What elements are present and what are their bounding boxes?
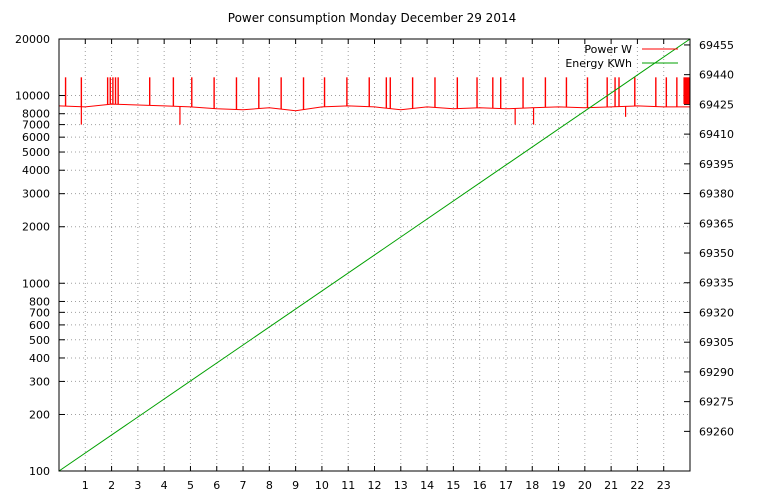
y2-tick-label: 69440 [699,69,734,82]
y-tick-label: 4000 [22,164,50,177]
x-tick-label: 10 [315,479,329,492]
y2-tick-label: 69335 [699,277,734,290]
x-tick-label: 14 [420,479,434,492]
y2-tick-label: 69380 [699,188,734,201]
power-baseline-line [58,103,690,112]
y-tick-label: 100 [29,465,50,478]
x-tick-label: 8 [266,479,273,492]
x-tick-label: 16 [473,479,487,492]
x-tick-label: 2 [108,479,115,492]
x-tick-label: 6 [213,479,220,492]
legend-label-power: Power W [584,43,632,56]
x-tick-label: 15 [446,479,460,492]
y-tick-label: 300 [29,375,50,388]
x-tick-label: 18 [525,479,539,492]
x-tick-label: 5 [187,479,194,492]
x-tick-label: 20 [578,479,592,492]
y-tick-label: 10000 [15,90,50,103]
y-tick-label: 20000 [15,33,50,46]
y2-tick-label: 69425 [699,98,734,111]
x-tick-label: 12 [368,479,382,492]
x-tick-label: 13 [394,479,408,492]
y2-tick-label: 69305 [699,336,734,349]
y-tick-label: 5000 [22,146,50,159]
y-tick-label: 8000 [22,108,50,121]
y-tick-label: 800 [29,295,50,308]
energy-line [58,38,691,472]
y2-tick-label: 69260 [699,425,734,438]
chart-title: Power consumption Monday December 29 201… [228,11,516,25]
x-tick-label: 3 [134,479,141,492]
y2-tick-label: 69455 [699,39,734,52]
x-tick-label: 19 [552,479,566,492]
y2-tick-label: 69275 [699,396,734,409]
legend: Power W Energy KWh [565,43,678,70]
y-tick-label: 7000 [22,119,50,132]
x-tick-label: 22 [630,479,644,492]
grid-layer [59,38,690,472]
y-tick-label: 400 [29,352,50,365]
y-tick-label: 6000 [22,131,50,144]
y2-tick-label: 69410 [699,128,734,141]
x-tick-label: 9 [292,479,299,492]
y-tick-label: 500 [29,334,50,347]
x-tick-label: 1 [82,479,89,492]
y-tick-label: 200 [29,408,50,421]
power-block [683,77,690,105]
x-tick-label: 7 [240,479,247,492]
series-layer [58,38,691,472]
y-tick-label: 1000 [22,277,50,290]
y2-tick-label: 69320 [699,306,734,319]
y2-tick-label: 69350 [699,247,734,260]
x-tick-label: 23 [657,479,671,492]
x-tick-label: 17 [499,479,513,492]
x-tick-label: 21 [604,479,618,492]
y2-tick-label: 69395 [699,158,734,171]
x-tick-label: 11 [341,479,355,492]
y-tick-label: 700 [29,306,50,319]
plot-frame [58,38,691,472]
x-tick-label: 4 [161,479,168,492]
y2-tick-label: 69290 [699,366,734,379]
ticks-layer: 1 2 3 4 5 6 7 8 9 10 11 12 13 14 15 16 17 18 19 20 21 22 23100… [15,33,734,492]
legend-label-energy: Energy KWh [565,57,632,70]
y-tick-label: 3000 [22,188,50,201]
y2-tick-label: 69365 [699,217,734,230]
y-tick-label: 2000 [22,221,50,234]
y-tick-label: 600 [29,319,50,332]
